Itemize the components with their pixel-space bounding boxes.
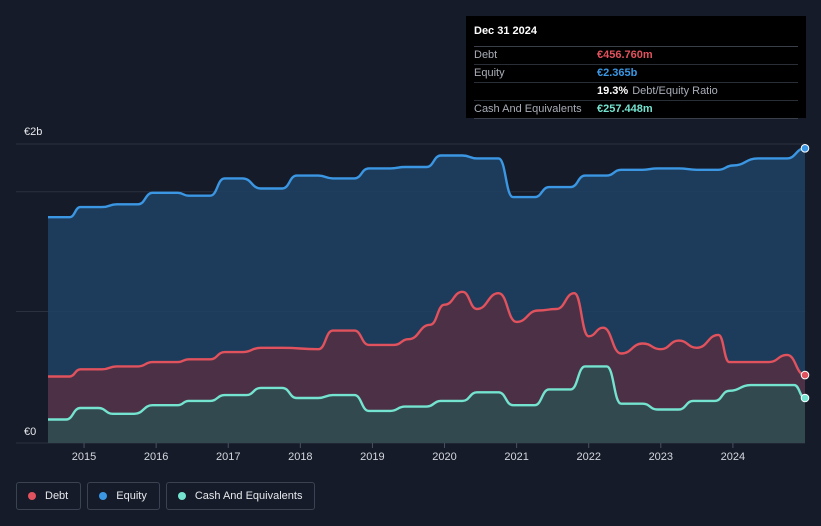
legend-label-cash: Cash And Equivalents xyxy=(194,490,303,502)
tooltip-date: Dec 31 2024 xyxy=(474,24,798,47)
tooltip-row-debt: Debt €456.760m xyxy=(474,47,798,65)
series-areas xyxy=(48,148,805,444)
x-tick-label-2021: 2021 xyxy=(504,451,528,463)
tooltip-debt-value: €456.760m xyxy=(597,49,653,61)
line-cash-and-equivalents xyxy=(48,365,806,421)
legend: Debt Equity Cash And Equivalents xyxy=(16,482,316,510)
x-tick-label-2023: 2023 xyxy=(649,451,673,463)
x-tick-label-2016: 2016 xyxy=(144,451,168,463)
series-lines xyxy=(47,147,806,421)
tooltip-cash-label: Cash And Equivalents xyxy=(474,103,582,115)
legend-item-debt[interactable]: Debt xyxy=(16,482,82,510)
endpoint-debt xyxy=(800,370,810,380)
legend-dot-debt xyxy=(28,492,36,500)
tooltip-debt-label: Debt xyxy=(474,49,498,61)
tooltip-panel: Dec 31 2024 Debt €456.760m Equity €2.365… xyxy=(466,16,806,119)
x-tick-label-2018: 2018 xyxy=(288,451,312,463)
series-endpoints xyxy=(800,144,810,403)
tooltip-row-equity: Equity €2.365b xyxy=(474,65,798,83)
line-debt xyxy=(48,290,806,378)
tooltip-row-ratio: 19.3% Debt/Equity Ratio xyxy=(474,83,798,101)
endpoint-equity xyxy=(800,144,810,153)
legend-item-equity[interactable]: Equity xyxy=(87,482,160,510)
legend-dot-cash xyxy=(177,492,186,500)
x-axis: 2015 2016 2017 2018 2019 2020 2021 2022 2023 2024 xyxy=(72,443,745,463)
tooltip-equity-value: €2.365b xyxy=(597,67,638,79)
tooltip-ratio-label: Debt/Equity Ratio xyxy=(632,85,718,97)
legend-label-equity: Equity xyxy=(116,490,147,502)
area-cash-and-equivalents xyxy=(48,366,805,443)
x-tick-label-2015: 2015 xyxy=(72,451,96,463)
tooltip-ratio-value: 19.3% xyxy=(597,85,629,97)
tooltip-equity-label: Equity xyxy=(474,67,505,79)
x-tick-label-2019: 2019 xyxy=(360,451,384,463)
endpoint-cash-and-equivalents xyxy=(800,393,810,403)
tooltip-ratio-spacer xyxy=(474,83,597,100)
legend-item-cash[interactable]: Cash And Equivalents xyxy=(165,482,316,510)
tooltip-row-cash: Cash And Equivalents €257.448m xyxy=(474,101,798,119)
x-tick-label-2020: 2020 xyxy=(432,451,456,463)
tooltip-cash-value: €257.448m xyxy=(597,103,653,115)
x-tick-label-2024: 2024 xyxy=(721,451,745,463)
legend-label-debt: Debt xyxy=(45,490,69,502)
x-tick-label-2022: 2022 xyxy=(576,451,600,463)
legend-dot-equity xyxy=(99,492,108,500)
y-axis: €2b €0 xyxy=(24,126,42,438)
y-tick-label-top: €2b xyxy=(24,126,42,138)
x-tick-label-2017: 2017 xyxy=(216,451,240,463)
y-tick-label-zero: €0 xyxy=(24,426,36,438)
line-equity xyxy=(47,147,806,219)
